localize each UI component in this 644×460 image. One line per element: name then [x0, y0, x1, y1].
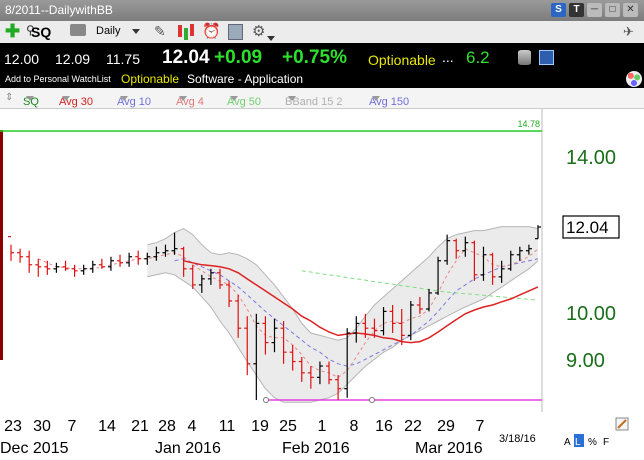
pencil-icon-stroke	[617, 419, 627, 429]
minimize-icon[interactable]: ─	[587, 3, 602, 17]
x-tick-label: 11	[219, 418, 236, 435]
maximize-icon[interactable]: □	[605, 3, 620, 17]
chart-toolbar: ✚ ⚲ SQ Daily ✎ ⏰ ⚙ ✈	[0, 21, 644, 43]
alarm-icon[interactable]: ⏰	[202, 23, 221, 40]
x-tick-label: 29	[437, 418, 455, 435]
month-label: Mar 2016	[415, 440, 483, 457]
avg50-line	[301, 270, 539, 301]
extra-value: 6.2	[466, 48, 490, 67]
x-tick-label: 16	[375, 418, 393, 435]
x-tick-label: 8	[350, 418, 359, 435]
resistance-label: 14.78	[517, 119, 540, 129]
optionable-label: Optionable	[368, 52, 436, 68]
quote-bar: 12.00 12.09 11.75 12.04 +0.09 +0.75% Opt…	[0, 43, 644, 70]
indicators-icon[interactable]	[178, 25, 182, 37]
search-icon[interactable]: ⚲	[26, 23, 35, 37]
avg10-line	[174, 258, 539, 367]
last-price-tag: 12.04	[566, 218, 609, 237]
tv-icon[interactable]: T	[569, 3, 584, 17]
settings-icon[interactable]: ⚙	[252, 23, 266, 40]
x-tick-label: 14	[98, 418, 116, 435]
x-tick-label: 28	[158, 418, 176, 435]
overlay-legend: ⇕ SQ Avg 30 Avg 10 Avg 4 Avg 50 BBand 15…	[0, 88, 644, 109]
change-percent: +0.75%	[282, 47, 347, 68]
sector-label: Software - Application	[187, 72, 304, 86]
support-point-1	[263, 397, 269, 403]
last-price-box	[562, 215, 620, 239]
price-axis-label: 14.00	[566, 147, 616, 169]
change-value: +0.09	[214, 47, 263, 68]
scale-button-bg	[574, 434, 584, 447]
palette-icon[interactable]	[626, 71, 642, 87]
database-icon[interactable]	[518, 50, 531, 65]
scale-button[interactable]: L	[575, 437, 581, 448]
scale-button[interactable]: A	[564, 437, 571, 448]
optionable-badge: Optionable	[121, 72, 180, 86]
x-tick-label: 7	[68, 418, 77, 435]
x-tick-label: 19	[251, 418, 269, 435]
high-price: 12.09	[55, 51, 91, 67]
x-tick-label: 1	[318, 418, 327, 435]
bollinger-upper	[147, 226, 539, 341]
add-watchlist-link[interactable]: Add to Personal WatchList	[5, 74, 111, 84]
avg30-line	[183, 260, 539, 344]
bollinger-fill	[147, 226, 539, 403]
month-label: Dec 2015	[0, 440, 69, 457]
price-axis-label: 10.00	[566, 303, 616, 325]
period-select[interactable]: Daily	[96, 25, 141, 37]
month-label: Feb 2016	[282, 440, 350, 457]
date-label: 3/18/16	[499, 433, 536, 445]
save-icon[interactable]	[539, 50, 554, 65]
printer-icon[interactable]	[70, 24, 86, 36]
x-tick-label: 30	[33, 418, 51, 435]
x-tick-label: 23	[4, 418, 22, 435]
calculator-icon[interactable]	[228, 24, 243, 40]
low-price: 11.75	[106, 51, 140, 67]
month-label: Jan 2016	[155, 440, 221, 457]
last-price: 12.04	[162, 47, 210, 68]
share-icon[interactable]: ✈	[623, 24, 634, 39]
close-icon[interactable]: ✕	[623, 3, 638, 17]
info-bar: Add to Personal WatchList Optionable Sof…	[0, 70, 644, 88]
x-tick-label: 25	[279, 418, 297, 435]
x-tick-label: 21	[131, 418, 149, 435]
period-label: Daily	[96, 25, 121, 37]
price-axis-label: 9.00	[566, 350, 605, 372]
symbol-field[interactable]: SQ	[31, 24, 52, 40]
window-titlebar: 8/2011--DailywithBB S T ─ □ ✕	[0, 0, 644, 21]
open-price: 12.00	[4, 51, 40, 67]
support-point-2	[369, 397, 375, 403]
add-icon[interactable]: ✚	[5, 21, 21, 41]
legend-icon: ⇕	[5, 92, 14, 103]
ellipsis-text: ...	[442, 49, 454, 65]
x-tick-label: 4	[188, 418, 197, 435]
draw-tools-icon[interactable]: ✎	[154, 23, 166, 39]
bollinger-lower	[147, 260, 539, 403]
settings-dropdown-icon[interactable]	[267, 30, 275, 48]
scale-button[interactable]: %	[588, 437, 597, 448]
x-tick-label: 22	[404, 418, 422, 435]
left-edge-marker	[0, 130, 3, 360]
scale-button[interactable]: F	[603, 437, 609, 448]
stockcharts-icon[interactable]: S	[551, 3, 566, 17]
window-title: 8/2011--DailywithBB	[5, 3, 113, 17]
x-tick-label: 7	[476, 418, 485, 435]
